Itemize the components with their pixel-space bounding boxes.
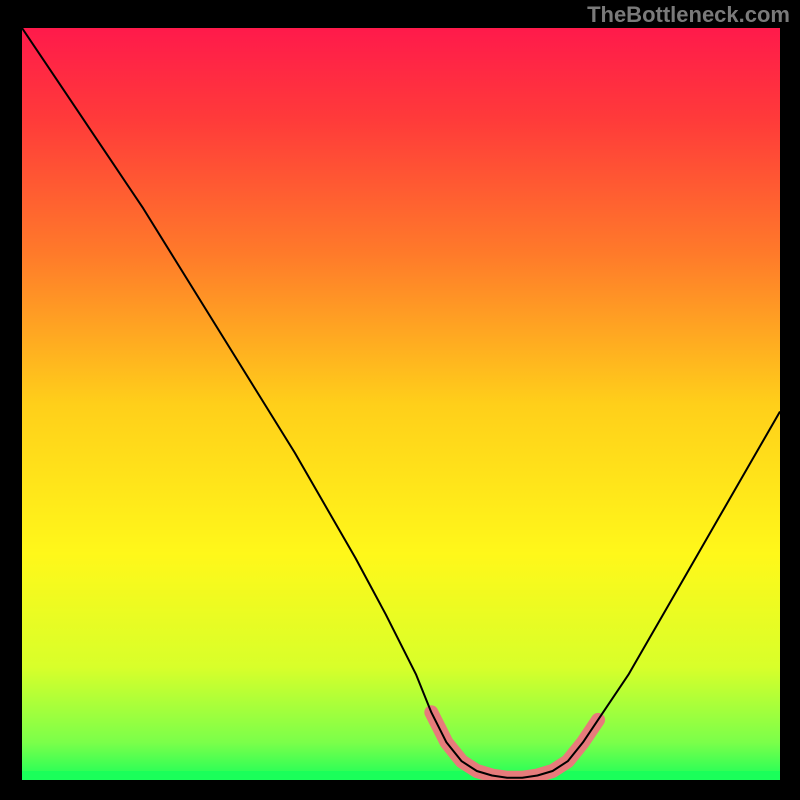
plot-svg xyxy=(22,28,780,780)
watermark-text: TheBottleneck.com xyxy=(587,2,790,28)
chart-root: TheBottleneck.com xyxy=(0,0,800,800)
plot-background xyxy=(22,28,780,780)
bottom-bar xyxy=(22,771,780,780)
